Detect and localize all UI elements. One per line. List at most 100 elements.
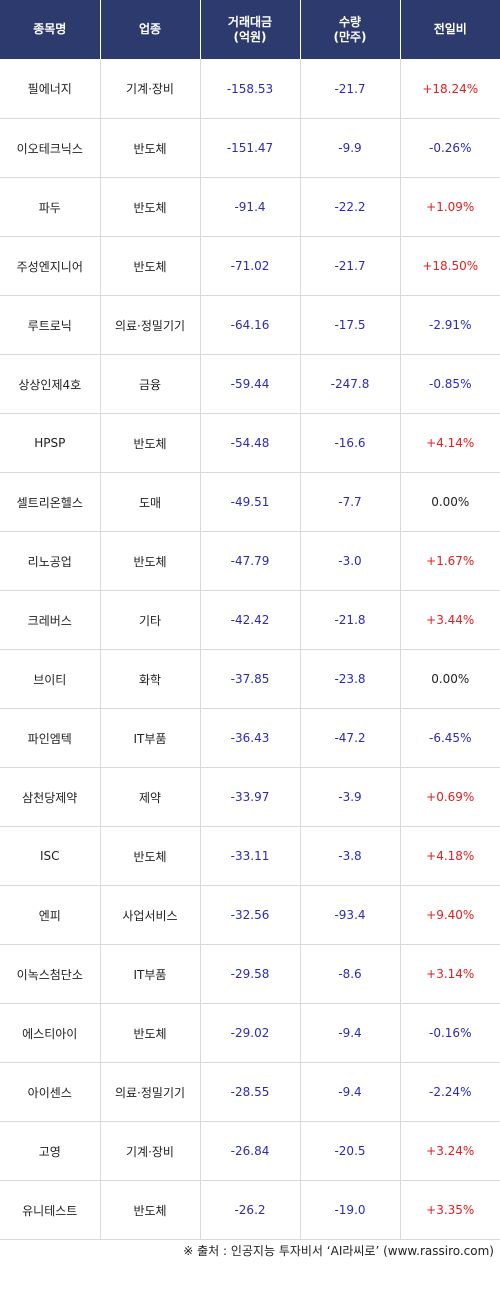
- sector-cell: 의료·정밀기기: [100, 1062, 201, 1122]
- sector-cell: 반도체: [100, 531, 201, 591]
- change-cell: +3.35%: [400, 1180, 500, 1240]
- quantity-cell: -19.0: [300, 1180, 401, 1240]
- table-row: 이녹스첨단소 IT부품 -29.58 -8.6 +3.14%: [0, 944, 500, 1004]
- trade-amount-cell: -42.42: [200, 590, 301, 650]
- quantity-cell: -9.4: [300, 1062, 401, 1122]
- net-selling-table-container: 종목명 업종 거래대금 (억원) 수량 (만주) 전일비 필에너지 기계·장비 -1…: [0, 0, 500, 1258]
- change-cell: +18.24%: [400, 59, 500, 119]
- table-row: 상상인제4호 금융 -59.44 -247.8 -0.85%: [0, 354, 500, 414]
- table-row: HPSP 반도체 -54.48 -16.6 +4.14%: [0, 413, 500, 473]
- table-row: 필에너지 기계·장비 -158.53 -21.7 +18.24%: [0, 59, 500, 119]
- header-sector: 업종: [100, 0, 201, 59]
- stock-name-cell: HPSP: [0, 413, 101, 473]
- table-row: 파두 반도체 -91.4 -22.2 +1.09%: [0, 177, 500, 237]
- table-row: ISC 반도체 -33.11 -3.8 +4.18%: [0, 826, 500, 886]
- trade-amount-cell: -32.56: [200, 885, 301, 945]
- stock-name-cell: 셀트리온헬스: [0, 472, 101, 532]
- stock-name-cell: 주성엔지니어: [0, 236, 101, 296]
- header-stock-name: 종목명: [0, 0, 101, 59]
- trade-amount-cell: -29.02: [200, 1003, 301, 1063]
- table-row: 유니테스트 반도체 -26.2 -19.0 +3.35%: [0, 1180, 500, 1240]
- table-row: 아이센스 의료·정밀기기 -28.55 -9.4 -2.24%: [0, 1062, 500, 1122]
- quantity-cell: -47.2: [300, 708, 401, 768]
- header-quantity: 수량 (만주): [300, 0, 401, 59]
- sector-cell: 기타: [100, 590, 201, 650]
- trade-amount-cell: -64.16: [200, 295, 301, 355]
- trade-amount-cell: -91.4: [200, 177, 301, 237]
- change-cell: -6.45%: [400, 708, 500, 768]
- table-row: 고영 기계·장비 -26.84 -20.5 +3.24%: [0, 1121, 500, 1181]
- change-cell: -0.85%: [400, 354, 500, 414]
- quantity-cell: -93.4: [300, 885, 401, 945]
- table-row: 이오테크닉스 반도체 -151.47 -9.9 -0.26%: [0, 118, 500, 178]
- trade-amount-cell: -26.2: [200, 1180, 301, 1240]
- quantity-cell: -17.5: [300, 295, 401, 355]
- source-footer: ※ 출처 : 인공지능 투자비서 ‘AI라씨로’ (www.rassiro.co…: [183, 1244, 494, 1258]
- stock-name-cell: 브이티: [0, 649, 101, 709]
- trade-amount-cell: -47.79: [200, 531, 301, 591]
- table-header: 종목명 업종 거래대금 (억원) 수량 (만주) 전일비: [0, 0, 500, 59]
- stock-name-cell: 루트로닉: [0, 295, 101, 355]
- header-change: 전일비: [400, 0, 500, 59]
- table-row: 크레버스 기타 -42.42 -21.8 +3.44%: [0, 590, 500, 650]
- stock-name-cell: 유니테스트: [0, 1180, 101, 1240]
- change-cell: +1.09%: [400, 177, 500, 237]
- header-row: 종목명 업종 거래대금 (억원) 수량 (만주) 전일비: [0, 0, 500, 59]
- trade-amount-cell: -36.43: [200, 708, 301, 768]
- table-row: 엔피 사업서비스 -32.56 -93.4 +9.40%: [0, 885, 500, 945]
- trade-amount-cell: -151.47: [200, 118, 301, 178]
- sector-cell: 반도체: [100, 1003, 201, 1063]
- change-cell: -2.91%: [400, 295, 500, 355]
- table-row: 루트로닉 의료·정밀기기 -64.16 -17.5 -2.91%: [0, 295, 500, 355]
- quantity-cell: -22.2: [300, 177, 401, 237]
- change-cell: +18.50%: [400, 236, 500, 296]
- stock-name-cell: 파인엠텍: [0, 708, 101, 768]
- quantity-cell: -8.6: [300, 944, 401, 1004]
- table-row: 리노공업 반도체 -47.79 -3.0 +1.67%: [0, 531, 500, 591]
- quantity-cell: -3.8: [300, 826, 401, 886]
- stock-name-cell: 상상인제4호: [0, 354, 101, 414]
- table-row: 브이티 화학 -37.85 -23.8 0.00%: [0, 649, 500, 709]
- stock-name-cell: 삼천당제약: [0, 767, 101, 827]
- quantity-cell: -20.5: [300, 1121, 401, 1181]
- stock-name-cell: 아이센스: [0, 1062, 101, 1122]
- sector-cell: 반도체: [100, 413, 201, 473]
- trade-amount-cell: -49.51: [200, 472, 301, 532]
- stock-name-cell: 파두: [0, 177, 101, 237]
- stock-name-cell: 이오테크닉스: [0, 118, 101, 178]
- sector-cell: 도매: [100, 472, 201, 532]
- change-cell: +1.67%: [400, 531, 500, 591]
- stock-name-cell: 리노공업: [0, 531, 101, 591]
- trade-amount-cell: -29.58: [200, 944, 301, 1004]
- quantity-cell: -16.6: [300, 413, 401, 473]
- trade-amount-cell: -54.48: [200, 413, 301, 473]
- change-cell: -0.26%: [400, 118, 500, 178]
- table-row: 셀트리온헬스 도매 -49.51 -7.7 0.00%: [0, 472, 500, 532]
- change-cell: -2.24%: [400, 1062, 500, 1122]
- stock-name-cell: 고영: [0, 1121, 101, 1181]
- stock-name-cell: 필에너지: [0, 59, 101, 119]
- trade-amount-cell: -26.84: [200, 1121, 301, 1181]
- header-trade-amount: 거래대금 (억원): [200, 0, 301, 59]
- sector-cell: 기계·장비: [100, 59, 201, 119]
- sector-cell: 반도체: [100, 118, 201, 178]
- table-row: 파인엠텍 IT부품 -36.43 -47.2 -6.45%: [0, 708, 500, 768]
- change-cell: 0.00%: [400, 472, 500, 532]
- sector-cell: IT부품: [100, 708, 201, 768]
- sector-cell: 제약: [100, 767, 201, 827]
- trade-amount-cell: -37.85: [200, 649, 301, 709]
- change-cell: -0.16%: [400, 1003, 500, 1063]
- table-row: 에스티아이 반도체 -29.02 -9.4 -0.16%: [0, 1003, 500, 1063]
- stock-name-cell: 이녹스첨단소: [0, 944, 101, 1004]
- quantity-cell: -9.9: [300, 118, 401, 178]
- stock-table: 종목명 업종 거래대금 (억원) 수량 (만주) 전일비 필에너지 기계·장비 -1…: [0, 0, 500, 1240]
- sector-cell: 반도체: [100, 826, 201, 886]
- sector-cell: 사업서비스: [100, 885, 201, 945]
- sector-cell: 반도체: [100, 177, 201, 237]
- trade-amount-cell: -33.97: [200, 767, 301, 827]
- sector-cell: 기계·장비: [100, 1121, 201, 1181]
- sector-cell: IT부품: [100, 944, 201, 1004]
- sector-cell: 반도체: [100, 236, 201, 296]
- stock-name-cell: ISC: [0, 826, 101, 886]
- quantity-cell: -9.4: [300, 1003, 401, 1063]
